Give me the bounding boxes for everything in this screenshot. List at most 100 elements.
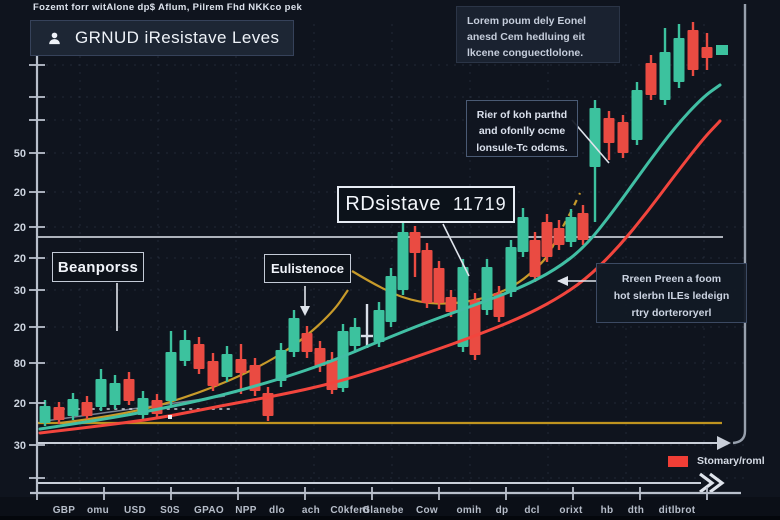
candle-body xyxy=(221,354,233,377)
candle-body xyxy=(53,407,65,420)
candle-body xyxy=(577,213,589,240)
candle-body xyxy=(314,348,326,366)
annotation-line: hot slerbn ILEs ledeign xyxy=(613,290,730,302)
ma-line-fast xyxy=(38,83,722,431)
candle-body xyxy=(589,108,601,167)
candle-body xyxy=(493,293,505,317)
note-box: Lorem poum dely Eonel anesd Cem hedluing… xyxy=(456,6,620,63)
x-tick-label: omih xyxy=(456,505,481,516)
support-label-box: Beanporss xyxy=(52,252,144,282)
candle-body xyxy=(179,340,191,361)
y-tick-label: 20 xyxy=(14,253,26,265)
legend-swatch xyxy=(668,455,688,467)
down-arrow-icon xyxy=(300,306,310,316)
candle-body xyxy=(421,250,433,303)
ma-line-slow xyxy=(38,119,722,435)
chart-title-box: GRNUD iResistave Leves xyxy=(30,20,294,56)
candle-body xyxy=(701,47,713,58)
x-tick-label: ditlbrot xyxy=(659,505,696,516)
candle-body xyxy=(109,383,121,405)
annotation-line: Rreen Preen a foom xyxy=(621,273,722,285)
candle-body xyxy=(603,118,615,143)
x-tick-label: ach xyxy=(302,505,320,516)
annotation-box-top: Rier of koh parthd and ofonlly ocme lons… xyxy=(466,100,578,157)
person-icon xyxy=(47,31,62,46)
resistance-label-box: RDsistave 11719 xyxy=(337,186,515,223)
bottom-edge xyxy=(0,516,780,520)
chart-subtitle: Fozemt forr witAlone dp$ Aflum, Pilrem F… xyxy=(33,2,303,13)
candle-body xyxy=(81,402,93,416)
candle-body xyxy=(565,217,577,242)
chart-title: GRNUD iResistave Leves xyxy=(75,28,280,47)
y-tick-label: 20 xyxy=(14,322,26,334)
candle-body xyxy=(301,333,313,352)
candle-body xyxy=(385,276,397,322)
left-arrow-icon xyxy=(557,276,568,286)
annotation-line: and ofonlly ocme xyxy=(478,125,566,138)
x-tick-label: hb xyxy=(601,505,614,516)
candle-body xyxy=(373,310,385,342)
candle-body xyxy=(481,267,493,310)
candle-body xyxy=(505,247,517,292)
candle-body xyxy=(67,399,79,416)
candle-body xyxy=(207,361,219,386)
candle-body xyxy=(631,90,643,140)
x-tick-label: NPP xyxy=(235,505,256,516)
x-tick-label: Glanebe xyxy=(362,505,404,516)
x-tick-label: omu xyxy=(87,505,109,516)
legend-label: Stomary/roml xyxy=(697,455,765,467)
candle-body xyxy=(151,400,163,414)
candle-body xyxy=(659,52,671,100)
annotation-line: lonsule-Tc odcms. xyxy=(476,141,568,154)
candle-body xyxy=(541,222,553,257)
note-line: lkcene conguectlolone. xyxy=(467,46,584,59)
note-line: Lorem poum dely Eonel xyxy=(467,15,587,27)
x-tick-label: GBP xyxy=(53,505,76,516)
x-tick-label: dcl xyxy=(524,505,539,516)
candle-body xyxy=(673,38,685,82)
x-tick-label: dth xyxy=(628,505,644,516)
candle-body xyxy=(95,379,107,407)
x-axis-band xyxy=(0,497,780,520)
note-line: anesd Cem hedluing eit xyxy=(467,30,585,43)
annotation-box-right: Rreen Preen a foom hot slerbn ILEs ledei… xyxy=(596,263,747,323)
candle-body xyxy=(645,63,657,95)
candle-body xyxy=(165,352,177,401)
candle-body xyxy=(617,122,629,153)
candle-body xyxy=(349,327,361,346)
x-tick-label: GPAO xyxy=(194,505,224,516)
chart-legend: Stomary/roml xyxy=(668,455,765,467)
annotation-pointer xyxy=(571,119,610,164)
candle-body xyxy=(123,379,135,401)
double-chevron-icon xyxy=(709,472,725,494)
candles xyxy=(39,22,713,426)
right-arrow-icon xyxy=(717,436,731,450)
candle-body xyxy=(235,359,247,373)
candle-body xyxy=(409,232,421,253)
x-tick-label: orixt xyxy=(559,505,583,516)
candle-body xyxy=(469,300,481,355)
x-tick-label: dlo xyxy=(269,505,285,516)
candle-body xyxy=(39,406,51,423)
x-tick-label: USD xyxy=(124,505,146,516)
resistance-value: 11719 xyxy=(452,194,507,214)
candle-body xyxy=(397,232,409,290)
dot-marker xyxy=(168,415,172,419)
chart-right-border xyxy=(732,4,747,445)
y-tick-label: 20 xyxy=(14,187,26,199)
candle-body xyxy=(433,268,445,303)
annotation-line: rtry dorteroryerl xyxy=(631,307,712,319)
y-tick-label: 30 xyxy=(14,440,26,452)
candle-body xyxy=(553,228,565,245)
candle-body xyxy=(193,344,205,369)
candle-body xyxy=(445,297,457,312)
candle-body xyxy=(529,240,541,277)
x-tick-label: S0S xyxy=(160,505,180,516)
candle-body xyxy=(288,318,300,352)
y-tick-label: 50 xyxy=(14,148,26,160)
x-tick-label: Cow xyxy=(416,505,438,516)
candle-body xyxy=(337,331,349,388)
y-tick-label: 30 xyxy=(14,285,26,297)
